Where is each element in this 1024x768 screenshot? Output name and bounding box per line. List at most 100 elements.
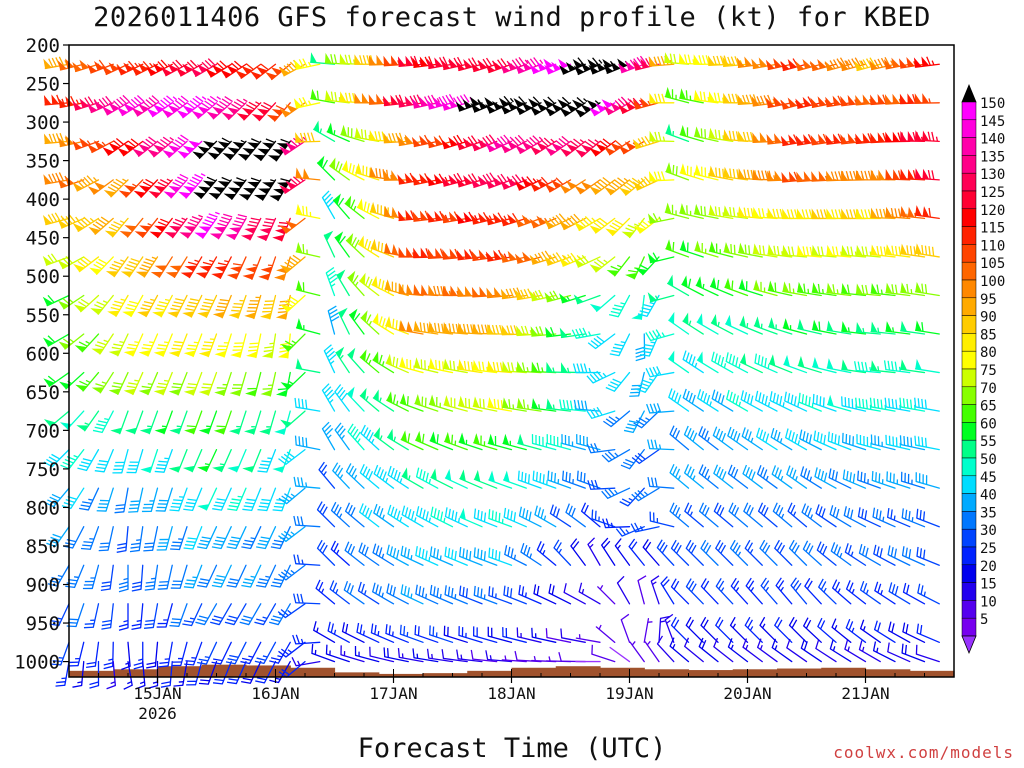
wind-barb (429, 584, 454, 605)
wind-barb (811, 319, 837, 335)
wind-barb (549, 504, 572, 528)
wind-barb (872, 507, 896, 528)
wind-barb (277, 603, 306, 619)
wind-barb (183, 564, 203, 589)
wind-barb (771, 465, 793, 489)
wind-barb (323, 344, 337, 374)
wind-barb (100, 564, 114, 591)
wind-barb (534, 505, 557, 528)
wind-barb (173, 660, 188, 687)
wind-barb (771, 638, 793, 663)
wind-barb (562, 470, 586, 489)
wind-barb (899, 435, 926, 451)
wind-barb (164, 217, 188, 239)
wind-barb (899, 397, 926, 412)
wind-barb (72, 175, 100, 192)
wind-barb (809, 58, 837, 72)
wind-barb (183, 526, 203, 550)
wind-barb (874, 581, 896, 605)
wind-barb (89, 256, 114, 275)
wind-barb (825, 95, 852, 108)
wind-barb (444, 507, 468, 528)
wind-barb (212, 294, 232, 319)
wind-barb (798, 392, 822, 412)
wind-barb (840, 283, 867, 297)
wind-barb (399, 624, 424, 643)
wind-barb (544, 58, 572, 75)
wind-barb (413, 247, 439, 259)
wind-barb (914, 168, 940, 181)
x-tick-sublabel: 2026 (138, 704, 177, 723)
wind-barb (240, 641, 262, 665)
wind-barb (712, 426, 734, 451)
wind-barb (397, 172, 424, 185)
wind-barb (723, 166, 749, 181)
wind-barb (373, 427, 395, 451)
wind-barb (685, 539, 704, 566)
wind-barb (831, 618, 852, 643)
terrain-block (909, 670, 955, 677)
wind-barb (43, 410, 70, 428)
wind-barb (664, 202, 690, 220)
wind-barb (149, 217, 173, 239)
wind-barb (360, 310, 380, 335)
wind-barb (228, 410, 247, 435)
terrain-block (246, 665, 291, 677)
wind-barb (693, 126, 719, 142)
wind-barb (86, 641, 100, 669)
wind-barb (570, 538, 586, 566)
wind-barb (293, 58, 321, 70)
wind-barb (826, 358, 852, 374)
wind-barb (255, 660, 277, 684)
wind-barb (197, 564, 218, 588)
wind-barb (441, 649, 468, 663)
wind-barb (514, 96, 542, 115)
wind-barb (604, 177, 631, 196)
wind-barb (649, 170, 675, 182)
wind-barb (58, 333, 85, 350)
wind-barb (429, 625, 454, 643)
wind-barb (630, 522, 660, 533)
y-tick-label: 750 (26, 459, 60, 481)
wind-barb (914, 397, 940, 412)
wind-barb (629, 641, 645, 663)
wind-barb (715, 539, 734, 566)
wind-barb (739, 315, 763, 335)
wind-barb (616, 575, 631, 605)
wind-barb (96, 487, 114, 512)
wind-barb (635, 333, 646, 362)
wind-barb (399, 356, 424, 374)
wind-barb (44, 487, 70, 508)
wind-barb (214, 371, 232, 397)
wind-barb (544, 213, 572, 230)
wind-barb (316, 501, 336, 528)
wind-barb (667, 274, 690, 297)
wind-barb (197, 641, 218, 665)
colorbar-box (961, 261, 977, 281)
wind-barb (473, 508, 498, 528)
wind-barb (728, 502, 749, 528)
wind-barb (713, 464, 734, 489)
wind-barb (473, 626, 498, 643)
wind-barb (786, 638, 808, 663)
wind-barb (796, 244, 822, 258)
wind-barb (916, 546, 940, 566)
wind-barb (514, 176, 542, 191)
y-tick-label: 250 (26, 74, 60, 96)
wind-barb (398, 283, 424, 297)
wind-barb (559, 179, 586, 194)
wind-barb (784, 391, 808, 412)
wind-barb (191, 95, 222, 119)
wind-barb (332, 193, 350, 220)
wind-barb (427, 284, 454, 297)
colorbar-label: 135 (980, 149, 1005, 165)
wind-barb (360, 424, 380, 451)
wind-barb (147, 136, 175, 158)
wind-barb (708, 165, 734, 181)
wind-barb (230, 333, 247, 358)
wind-barb (684, 464, 704, 489)
wind-barb (245, 371, 262, 397)
wind-barb (486, 360, 513, 374)
wind-barb (649, 130, 675, 142)
wind-barb (533, 584, 557, 605)
